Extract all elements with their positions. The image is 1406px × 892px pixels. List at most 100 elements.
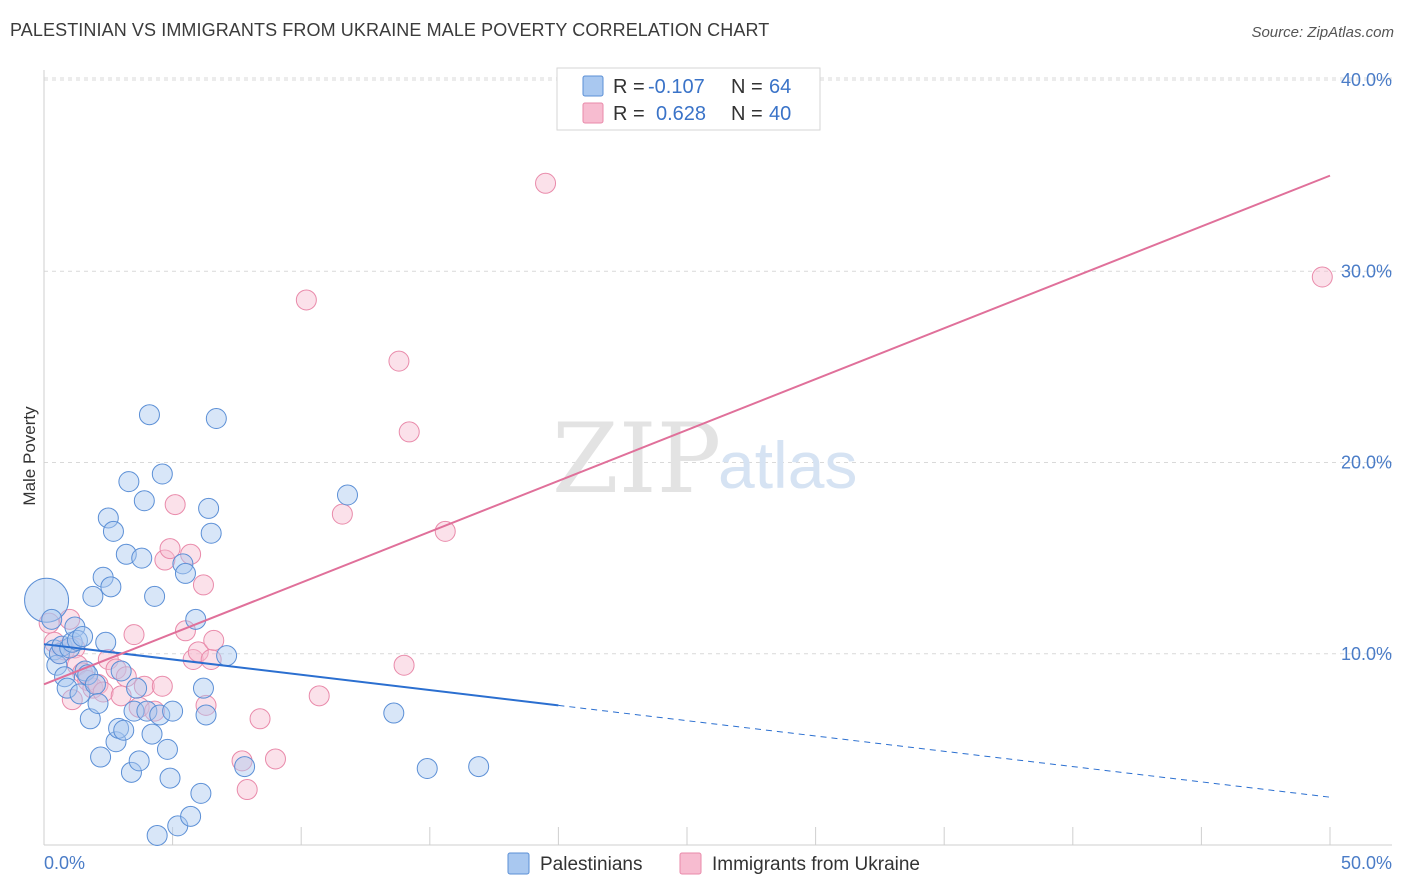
legend-n-value-2: 40 (769, 103, 791, 125)
ukraine-point (236, 779, 258, 801)
legend-r-value-1: -0.107 (648, 76, 705, 98)
chart-title: PALESTINIAN VS IMMIGRANTS FROM UKRAINE M… (10, 20, 770, 40)
x-ticks (43, 827, 1331, 845)
palestinian-point (118, 471, 140, 493)
palestinian-point (190, 782, 212, 804)
ukraine-point (231, 750, 253, 772)
palestinian-point (144, 585, 166, 607)
y-tick-label: 20.0% (1341, 453, 1392, 473)
palestinian-point (87, 692, 109, 714)
ukraine-point (92, 681, 114, 703)
palestinian-point (126, 677, 148, 699)
legend-r-label-2: R = (613, 103, 645, 125)
series-label-ukraine: Immigrants from Ukraine (712, 854, 920, 875)
palestinian-point (234, 756, 256, 778)
ukraine-point (164, 494, 186, 516)
legend-n-value-1: 64 (769, 76, 791, 98)
y-tick-label: 30.0% (1341, 261, 1392, 281)
legend-swatch-blue (582, 75, 604, 97)
palestinian-point (151, 463, 173, 485)
ukraine-point (159, 538, 181, 560)
x-tick-label-min: 0.0% (44, 853, 85, 873)
ukraine-trend-line (43, 174, 1331, 686)
palestinian-point (79, 708, 101, 730)
trend-lines (43, 174, 1331, 798)
palestinian-point (205, 408, 227, 430)
palestinian-point (159, 767, 181, 789)
palestinian-point (110, 660, 132, 682)
correlation-legend: R = -0.107 N = 64 R = 0.628 N = 40 (556, 67, 821, 131)
ukraine-point (151, 675, 173, 697)
grid-lines (44, 77, 1392, 655)
y-tick-label: 40.0% (1341, 70, 1392, 90)
ukraine-point (393, 654, 415, 676)
palestinian-point (416, 758, 438, 779)
palestinian-point (383, 702, 405, 724)
palestinian-point (149, 704, 171, 726)
watermark-zip: ZIP (552, 403, 721, 515)
palestinian-points (24, 404, 490, 846)
palestinian-point (128, 750, 150, 772)
ukraine-point (398, 421, 420, 443)
ukraine-point (388, 350, 410, 372)
ukraine-point (331, 503, 353, 525)
palestinian-point (105, 731, 127, 753)
palestinian-point (141, 723, 163, 745)
palestinian-point (174, 562, 196, 584)
palestinian-point (468, 756, 490, 778)
y-axis-title: Male Poverty (20, 406, 39, 506)
series-label-palestinians: Palestinians (540, 854, 642, 875)
palestinian-point (41, 608, 63, 630)
palestinian-point (97, 507, 119, 529)
palestinian-point (84, 673, 106, 695)
palestinian-point (146, 824, 168, 846)
legend-n-label-1: N = (731, 76, 763, 98)
palestinian-trend-line (43, 643, 559, 707)
ukraine-point (133, 675, 155, 697)
palestinian-point (123, 700, 145, 722)
y-tick-labels: 10.0% 20.0% 30.0% 40.0% (1341, 70, 1392, 664)
ukraine-point (264, 748, 286, 770)
ukraine-points (38, 172, 1333, 801)
series-swatch-palestinians (507, 852, 530, 875)
ukraine-point (123, 624, 145, 646)
palestinian-point (113, 719, 135, 741)
palestinian-point (216, 645, 238, 667)
ukraine-point (535, 172, 557, 194)
palestinian-point (200, 522, 222, 544)
axes (43, 70, 1392, 846)
ukraine-point (308, 685, 330, 707)
palestinian-point (131, 547, 153, 569)
ukraine-point (434, 520, 456, 542)
ukraine-point (154, 549, 176, 571)
palestinian-point (162, 700, 184, 722)
palestinian-point (195, 704, 217, 726)
palestinian-point (180, 805, 202, 827)
palestinian-point (100, 576, 122, 598)
palestinian-trend-extension (558, 704, 1331, 798)
series-swatch-ukraine (679, 852, 702, 875)
palestinian-point (72, 626, 94, 648)
ukraine-point (203, 629, 225, 651)
palestinian-point (136, 700, 158, 722)
legend-swatch-pink (582, 102, 604, 124)
legend-r-value-2: 0.628 (656, 103, 706, 125)
legend-n-label-2: N = (731, 103, 763, 125)
ukraine-point (1311, 266, 1333, 288)
palestinian-point (133, 490, 155, 512)
palestinian-point (156, 738, 178, 760)
ukraine-point (249, 708, 271, 730)
palestinian-point (336, 484, 358, 506)
palestinian-point (192, 677, 214, 699)
palestinian-point (56, 677, 78, 699)
palestinian-point (69, 683, 91, 705)
palestinian-point (82, 585, 104, 607)
ukraine-point (295, 289, 317, 311)
palestinian-point (198, 497, 220, 519)
source-label: Source: ZipAtlas.com (1251, 24, 1394, 41)
palestinian-point (120, 761, 142, 783)
palestinian-point (90, 746, 112, 768)
palestinian-point (95, 631, 117, 653)
palestinian-point (102, 520, 124, 542)
